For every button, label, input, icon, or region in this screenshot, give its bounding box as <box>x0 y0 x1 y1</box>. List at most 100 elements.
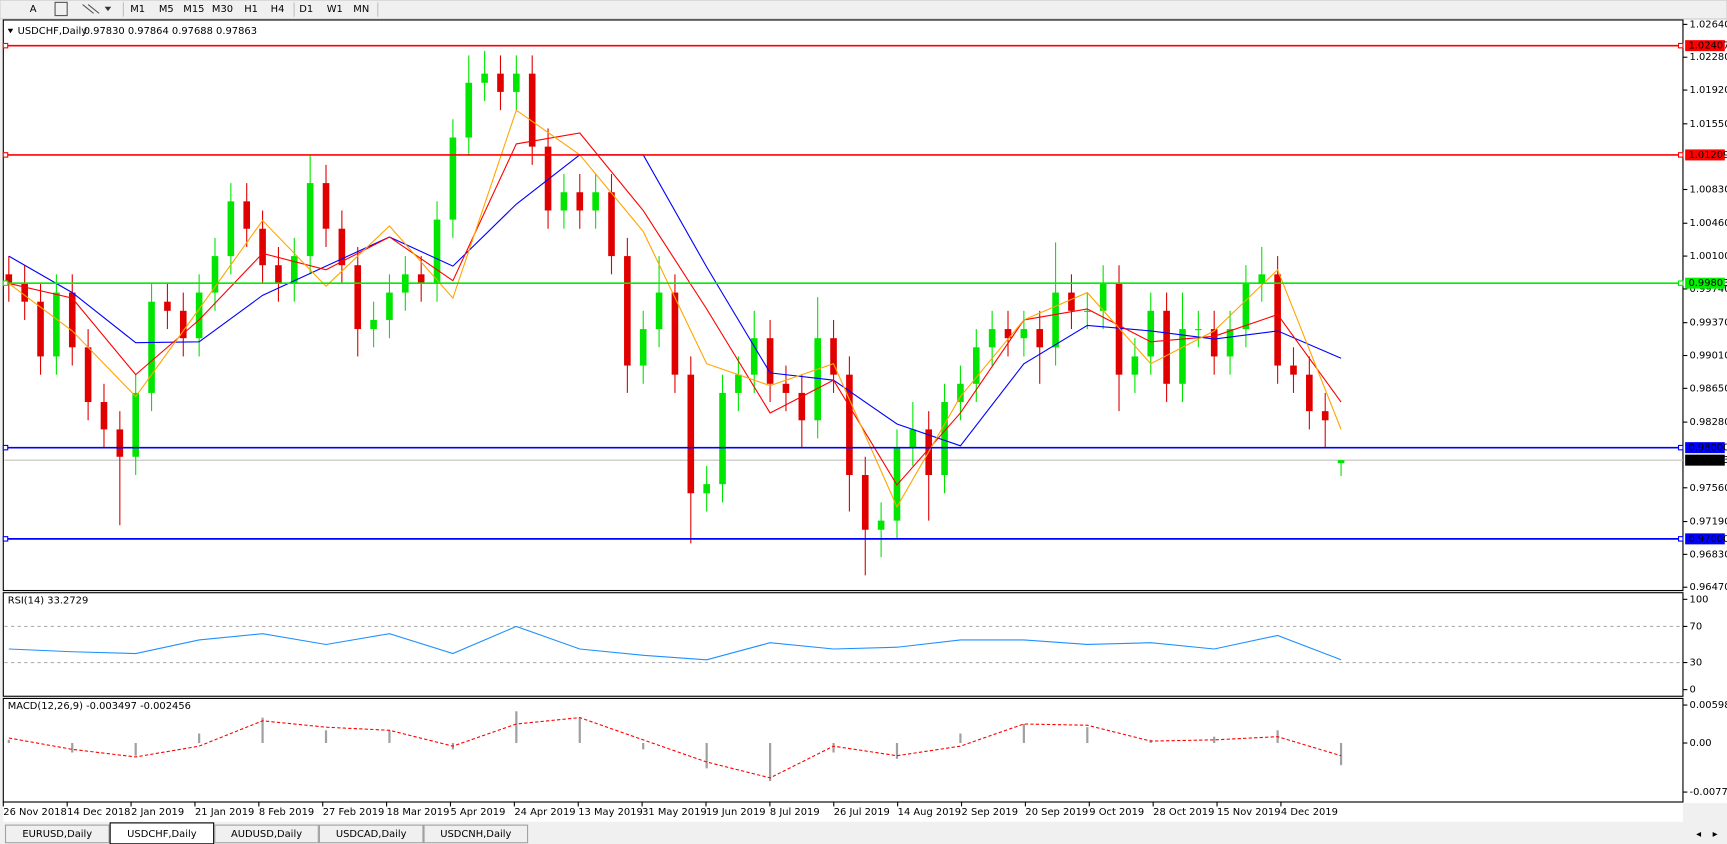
macd-bar <box>71 743 74 753</box>
macd-bar <box>7 739 10 744</box>
y-tick-label: 0 <box>1690 685 1696 696</box>
candle-body <box>164 301 171 311</box>
timeframe-button[interactable]: H1 <box>244 4 258 15</box>
scroll-right[interactable]: ▸ <box>1713 829 1718 840</box>
macd-bar <box>388 730 391 744</box>
y-tick-label: 70 <box>1690 621 1703 632</box>
level-handle <box>1677 536 1684 542</box>
timeframe-button[interactable]: M1 <box>130 4 145 15</box>
macd-bar <box>1339 743 1343 766</box>
timeframe-button[interactable]: M15 <box>183 4 204 15</box>
candle-body <box>53 292 60 357</box>
macd-bar <box>1022 723 1025 744</box>
tab-label[interactable]: EURUSD,Daily <box>22 829 92 840</box>
tab[interactable] <box>423 824 529 844</box>
candle-body <box>1115 283 1123 375</box>
level-handle <box>1677 42 1684 49</box>
candle-body <box>1084 310 1091 312</box>
x-tick-label: 27 Feb 2019 <box>323 807 385 818</box>
level-label-box <box>1685 277 1725 289</box>
x-tick-label: 24 Apr 2019 <box>514 807 575 818</box>
timeframe-button[interactable]: H4 <box>271 4 285 15</box>
y-tick-label: 1.02640 <box>1690 19 1727 30</box>
candle-body <box>576 192 584 211</box>
x-tick-label: 9 Oct 2019 <box>1089 807 1144 818</box>
macd-bar <box>705 743 708 769</box>
moving-average <box>8 109 1342 509</box>
candle-body <box>449 137 457 220</box>
tab-label[interactable]: USDCNH,Daily <box>440 829 511 840</box>
level-handle <box>2 42 9 49</box>
candle-body <box>481 73 488 83</box>
x-tick-label: 8 Jul 2019 <box>770 807 820 818</box>
y-tick-label: 1.00460 <box>1690 218 1727 229</box>
candle-body <box>386 292 393 320</box>
tab[interactable] <box>214 824 319 844</box>
level-label: 0.99803 <box>1688 278 1727 289</box>
macd-bar <box>134 743 137 756</box>
x-tick-label: 31 May 2019 <box>642 807 707 818</box>
candle-body <box>1242 283 1250 330</box>
timeframe-button[interactable]: M30 <box>212 4 233 15</box>
dropdown-arrow[interactable] <box>104 6 112 12</box>
moving-average <box>8 132 1342 486</box>
y-tick-label: 0.99740 <box>1690 284 1727 295</box>
objects-tool-icon[interactable] <box>82 4 100 14</box>
macd-bar <box>578 717 581 744</box>
level-label-box <box>1685 40 1725 52</box>
macd-bar <box>832 743 835 753</box>
tab-label[interactable]: USDCAD,Daily <box>336 829 407 840</box>
level-label: 0.97000 <box>1688 534 1727 545</box>
tab[interactable] <box>4 824 110 844</box>
price-label: 0.97863 <box>1688 455 1727 466</box>
price-label-box <box>1685 454 1725 466</box>
candle-body <box>655 292 663 330</box>
candle-body <box>798 392 806 421</box>
scroll-left[interactable]: ◂ <box>1696 829 1701 840</box>
y-tick-label: 0.98280 <box>1690 417 1727 428</box>
timeframe-button[interactable]: M5 <box>159 4 174 15</box>
candle-body <box>5 274 13 284</box>
candle-body <box>37 301 44 357</box>
tab[interactable] <box>318 824 424 844</box>
candle-body <box>465 82 473 138</box>
level-handle <box>2 536 9 542</box>
timeframe-button[interactable]: W1 <box>327 4 343 15</box>
level-label: 0.98000 <box>1688 443 1727 454</box>
timeframe-button[interactable]: MN <box>353 4 369 15</box>
candle-body <box>1274 274 1281 366</box>
y-tick-label: 0.97190 <box>1690 517 1727 528</box>
y-tick-label: 1.01920 <box>1690 85 1727 96</box>
macd-bar <box>324 730 328 744</box>
tab-label[interactable]: AUDUSD,Daily <box>231 829 302 840</box>
macd-title: MACD(12,26,9) -0.003497 -0.002456 <box>8 701 191 712</box>
candle-body <box>1258 274 1266 284</box>
header-arrow <box>7 28 14 34</box>
x-tick-label: 15 Nov 2019 <box>1217 807 1280 818</box>
x-tick-label: 18 Mar 2019 <box>387 807 450 818</box>
candle-body <box>766 338 774 384</box>
candle-body <box>814 338 821 421</box>
y-tick-label: 0.00 <box>1690 738 1712 749</box>
x-tick-label: 5 Apr 2019 <box>450 807 505 818</box>
candle-body <box>1068 292 1075 311</box>
candle-body <box>195 292 203 339</box>
candle-body <box>735 374 742 393</box>
candle-body <box>338 228 346 266</box>
timeframe-button[interactable]: D1 <box>299 4 313 15</box>
candle-body <box>528 73 536 147</box>
text-tool[interactable]: A <box>30 4 37 15</box>
candle-body <box>624 256 631 366</box>
candle-body <box>84 347 92 403</box>
label-tool-icon[interactable] <box>54 1 68 17</box>
candle-body <box>560 192 568 211</box>
candle-body <box>608 192 615 257</box>
tab-label[interactable]: USDCHF,Daily <box>127 829 197 840</box>
candle-body <box>211 256 219 293</box>
candle-body <box>846 374 853 476</box>
y-tick-label: 1.00100 <box>1690 251 1727 262</box>
x-tick-label: 4 Dec 2019 <box>1281 807 1338 818</box>
candle-body <box>290 256 298 284</box>
